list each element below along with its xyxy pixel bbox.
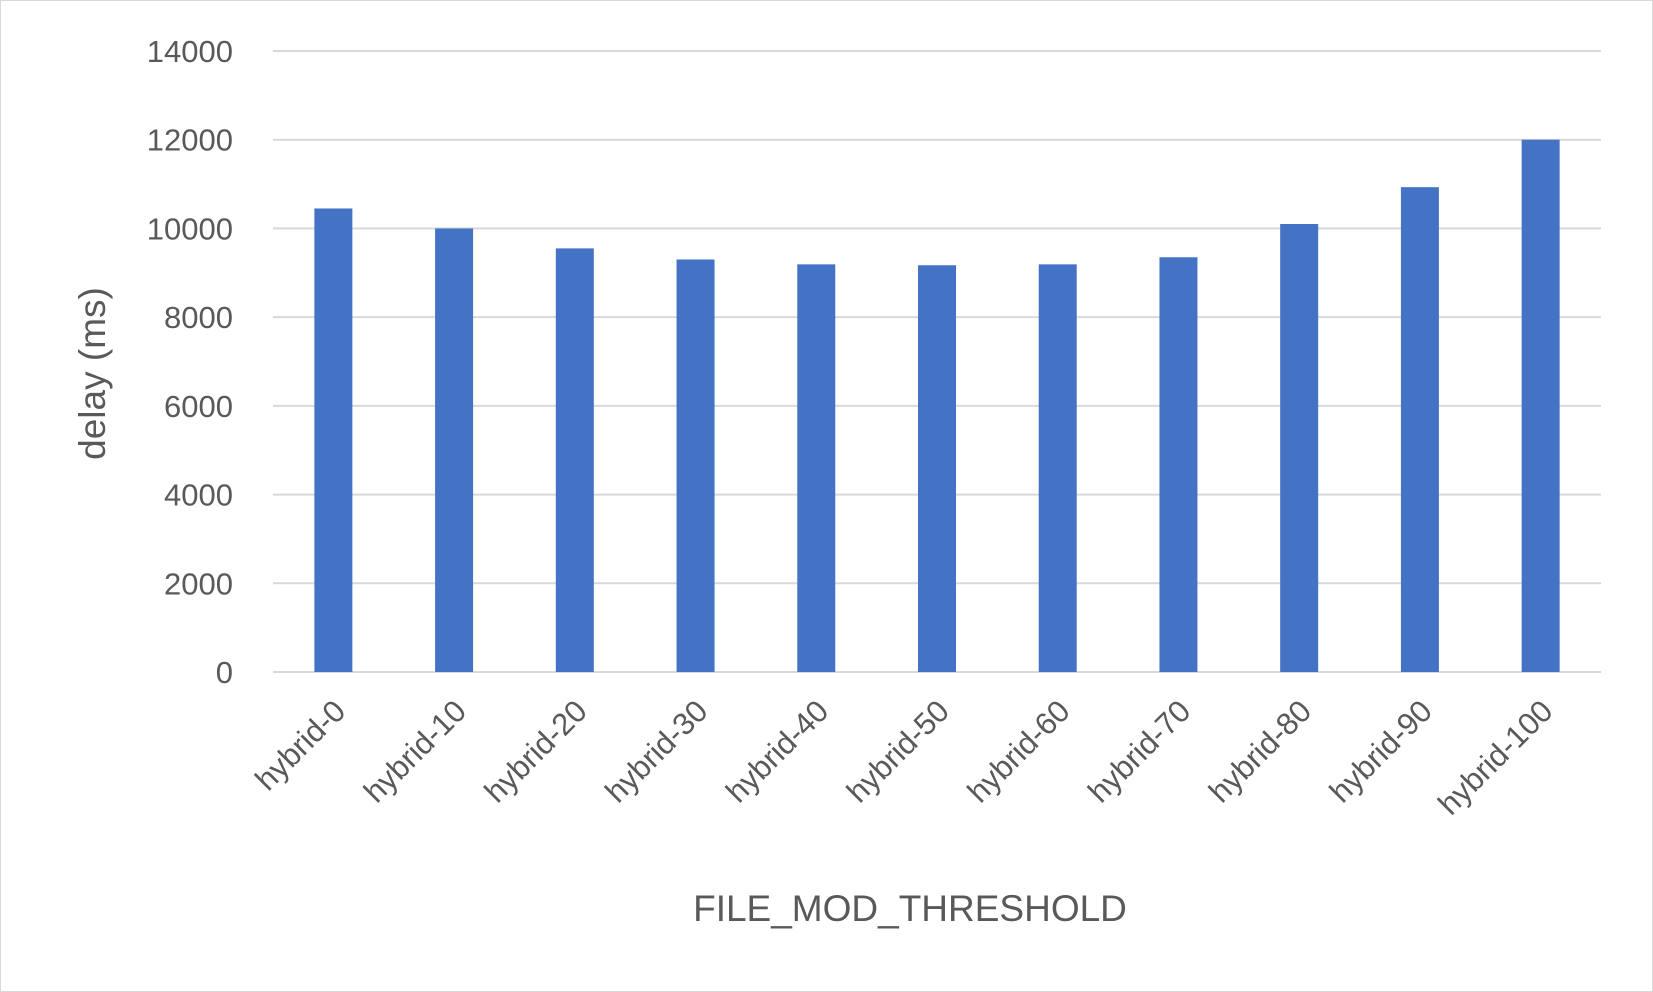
x-tick-label: hybrid-10: [357, 693, 473, 809]
y-tick-label: 8000: [164, 300, 233, 335]
y-axis-title: delay (ms): [72, 287, 113, 460]
bar-hybrid-70: [1159, 257, 1198, 672]
bar-hybrid-20: [555, 248, 594, 672]
y-tick-label: 12000: [147, 123, 233, 158]
bar-hybrid-80: [1280, 223, 1319, 672]
bar-hybrid-10: [435, 228, 474, 672]
y-tick-label: 2000: [164, 566, 233, 601]
bar-hybrid-100: [1521, 139, 1560, 672]
bar-hybrid-0: [314, 208, 353, 673]
x-tick-label: hybrid-90: [1323, 693, 1439, 809]
y-tick-label: 10000: [147, 211, 233, 246]
x-tick-label: hybrid-20: [478, 693, 594, 809]
bar-hybrid-60: [1038, 264, 1077, 672]
x-tick-label: hybrid-40: [719, 693, 835, 809]
bar-hybrid-90: [1400, 187, 1439, 672]
y-tick-label: 0: [216, 655, 233, 690]
x-tick-label: hybrid-80: [1202, 693, 1318, 809]
x-tick-label: hybrid-30: [598, 693, 714, 809]
y-tick-label: 6000: [164, 389, 233, 424]
y-tick-label: 4000: [164, 478, 233, 513]
y-tick-labels: 0 2000 4000 6000 8000 10000 12000 14000: [147, 34, 233, 690]
x-axis-title: FILE_MOD_THRESHOLD: [693, 888, 1127, 929]
y-tick-label: 14000: [147, 34, 233, 69]
bar-hybrid-30: [676, 259, 715, 672]
x-tick-label: hybrid-60: [961, 693, 1077, 809]
bars: [314, 139, 1560, 673]
x-tick-labels: hybrid-0 hybrid-10 hybrid-20 hybrid-30 hybri…: [248, 693, 1559, 821]
x-tick-label: hybrid-70: [1081, 693, 1197, 809]
x-tick-label: hybrid-0: [248, 693, 352, 797]
bar-hybrid-40: [797, 264, 836, 672]
x-tick-label: hybrid-50: [840, 693, 956, 809]
bar-hybrid-50: [918, 265, 956, 672]
x-tick-label: hybrid-100: [1431, 693, 1559, 821]
